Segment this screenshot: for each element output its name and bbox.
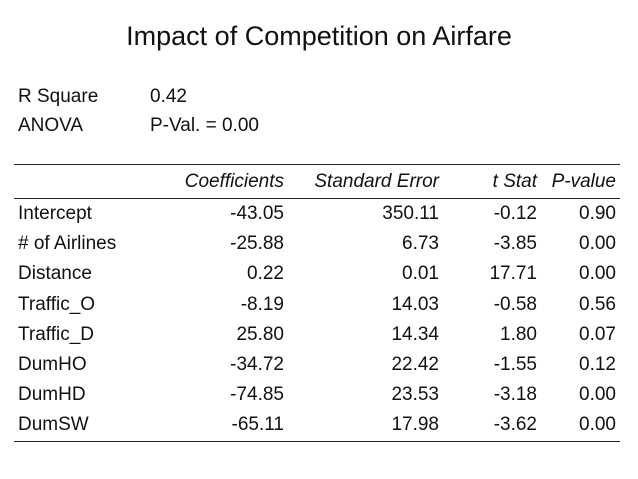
regression-table: Coefficients Standard Error t Stat P-val… <box>14 164 620 442</box>
p-value-cell: 0.00 <box>579 263 616 285</box>
table-row: DumHD -74.85 23.53 -3.18 0.00 <box>14 380 620 410</box>
r-square-row: R Square 0.42 <box>18 82 259 111</box>
variable-name: Intercept <box>18 203 92 225</box>
header-p-value: P-value <box>551 170 616 192</box>
coefficient-cell: -43.05 <box>230 203 284 225</box>
standard-error-cell: 350.11 <box>382 203 439 225</box>
standard-error-cell: 0.01 <box>402 263 439 285</box>
t-stat-cell: -1.55 <box>493 354 537 376</box>
table-row: # of Airlines -25.88 6.73 -3.85 0.00 <box>14 229 620 259</box>
table-row: Distance 0.22 0.01 17.71 0.00 <box>14 259 620 289</box>
header-cell-blank <box>14 165 144 199</box>
table-row: Traffic_O -8.19 14.03 -0.58 0.56 <box>14 290 620 320</box>
coefficient-cell: -8.19 <box>240 293 284 315</box>
t-stat-cell: -3.18 <box>493 384 537 406</box>
coefficient-cell: -65.11 <box>231 414 284 436</box>
t-stat-cell: -0.58 <box>493 293 537 315</box>
p-value-cell: 0.12 <box>579 354 616 376</box>
t-stat-cell: 17.71 <box>489 263 537 285</box>
variable-name: DumHD <box>18 384 86 406</box>
coefficient-cell: -25.88 <box>230 233 284 255</box>
table-row: Intercept -43.05 350.11 -0.12 0.90 <box>14 199 620 230</box>
t-stat-cell: -3.62 <box>493 414 537 436</box>
table-body: Intercept -43.05 350.11 -0.12 0.90 # of … <box>14 199 620 441</box>
variable-name: Traffic_O <box>18 293 96 315</box>
r-square-value: 0.42 <box>150 86 187 107</box>
header-standard-error: Standard Error <box>314 170 439 192</box>
variable-name: Traffic_D <box>18 323 95 345</box>
p-value-cell: 0.00 <box>579 384 616 406</box>
t-stat-cell: -0.12 <box>493 203 537 225</box>
p-value-cell: 0.56 <box>579 293 616 315</box>
variable-name: DumSW <box>18 414 89 436</box>
standard-error-cell: 6.73 <box>402 233 439 255</box>
anova-value: P-Val. = 0.00 <box>150 115 259 136</box>
anova-row: ANOVA P-Val. = 0.00 <box>18 111 259 140</box>
p-value-cell: 0.90 <box>579 203 616 225</box>
p-value-cell: 0.07 <box>579 323 616 345</box>
variable-name: # of Airlines <box>18 233 117 255</box>
table-row: Traffic_D 25.80 14.34 1.80 0.07 <box>14 320 620 350</box>
regression-summary: R Square 0.42 ANOVA P-Val. = 0.00 <box>18 82 259 140</box>
r-square-label: R Square <box>18 86 99 107</box>
p-value-cell: 0.00 <box>579 414 616 436</box>
coefficient-cell: -74.85 <box>230 384 284 406</box>
standard-error-cell: 23.53 <box>391 384 439 406</box>
coefficient-cell: -34.72 <box>230 354 284 376</box>
anova-label: ANOVA <box>18 115 84 136</box>
table-row: DumHO -34.72 22.42 -1.55 0.12 <box>14 350 620 380</box>
standard-error-cell: 14.03 <box>391 293 439 315</box>
table-row: DumSW -65.11 17.98 -3.62 0.00 <box>14 410 620 441</box>
coefficient-cell: 0.22 <box>247 263 284 285</box>
t-stat-cell: -3.85 <box>493 233 537 255</box>
variable-name: Distance <box>18 263 92 285</box>
standard-error-cell: 14.34 <box>391 323 439 345</box>
standard-error-cell: 17.98 <box>391 414 439 436</box>
header-t-stat: t Stat <box>492 170 537 192</box>
p-value-cell: 0.00 <box>579 233 616 255</box>
header-coefficients: Coefficients <box>184 170 284 192</box>
table-header: Coefficients Standard Error t Stat P-val… <box>14 164 620 199</box>
standard-error-cell: 22.42 <box>391 354 439 376</box>
t-stat-cell: 1.80 <box>500 323 537 345</box>
coefficient-cell: 25.80 <box>236 323 284 345</box>
slide-title: Impact of Competition on Airfare <box>126 21 512 51</box>
header-row: Coefficients Standard Error t Stat P-val… <box>14 164 620 199</box>
variable-name: DumHO <box>18 354 87 376</box>
